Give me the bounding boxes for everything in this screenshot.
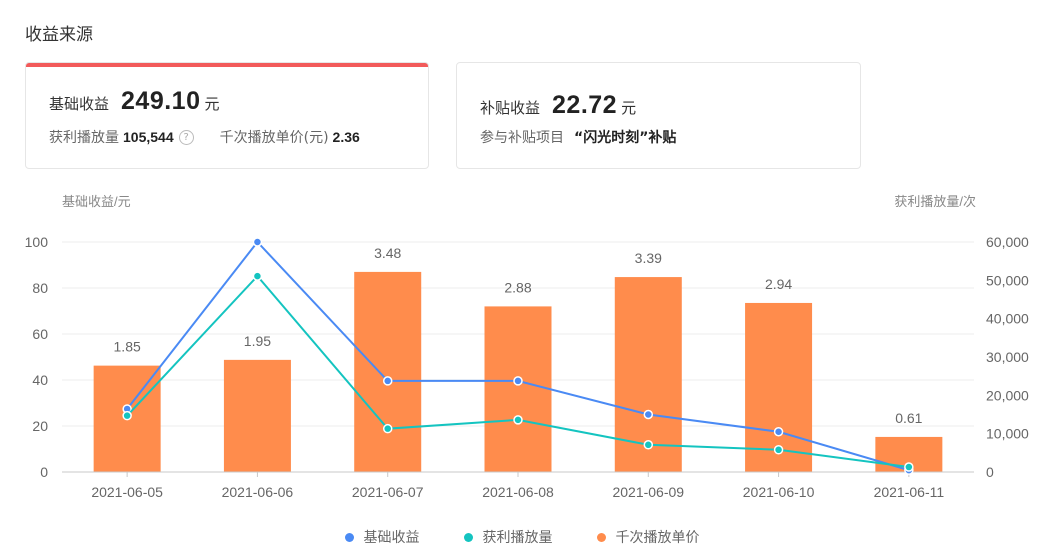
chart-legend: 基础收益 获利播放量 千次播放单价	[0, 527, 1044, 547]
basic-income-amount: 249.10	[121, 87, 201, 115]
bar-value-label: 3.39	[635, 250, 662, 266]
data-point[interactable]	[513, 415, 523, 425]
basic-income-unit: 元	[204, 95, 220, 113]
bar[interactable]	[745, 302, 813, 472]
left-axis-tick: 40	[32, 372, 48, 388]
section-title: 收益来源	[25, 25, 93, 45]
income-chart: 基础收益/元 获利播放量/次 0 20 40 60 80 100 0 10,000 20,000 30…	[25, 194, 1029, 500]
right-axis-tick: 30,000	[986, 349, 1029, 365]
basic-income-card: 基础收益 249.10 元 获利播放量 105,544 ? 千次播放单价(元) …	[25, 62, 429, 169]
bar-value-label: 3.48	[374, 245, 401, 261]
right-axis-tick: 60,000	[986, 234, 1029, 250]
left-axis-tick: 60	[32, 326, 48, 342]
left-axis-tick: 80	[32, 280, 48, 296]
bar-value-label: 2.88	[504, 279, 531, 295]
legend-dot-icon	[344, 532, 354, 542]
right-axis-tick: 10,000	[986, 426, 1029, 442]
left-axis-tick: 0	[40, 464, 48, 480]
x-axis-tick: 2021-06-09	[612, 484, 684, 500]
bar-value-label: 1.85	[114, 339, 141, 355]
data-point[interactable]	[122, 410, 132, 421]
plays-value: 105,544	[123, 129, 174, 145]
x-axis-tick: 2021-06-10	[743, 484, 815, 500]
subsidy-income-unit: 元	[621, 99, 637, 117]
data-point[interactable]	[252, 271, 263, 281]
right-axis-tick: 20,000	[986, 387, 1029, 403]
help-icon[interactable]: ?	[178, 129, 194, 145]
plays-label: 获利播放量	[49, 130, 119, 146]
data-point[interactable]	[643, 409, 654, 420]
data-point[interactable]	[382, 423, 393, 434]
x-axis-tick: 2021-06-05	[91, 484, 163, 500]
legend-item-plays[interactable]: 获利播放量	[463, 527, 553, 547]
subsidy-income-label: 补贴收益	[480, 99, 541, 117]
basic-income-label: 基础收益	[49, 95, 110, 113]
right-axis-tick: 0	[986, 464, 994, 480]
data-point[interactable]	[773, 445, 784, 455]
left-axis-title: 基础收益/元	[62, 194, 131, 209]
x-axis-tick: 2021-06-08	[482, 484, 554, 500]
data-point[interactable]	[252, 237, 263, 247]
subsidy-project-label: 参与补贴项目	[480, 130, 564, 146]
subsidy-income-amount: 22.72	[552, 91, 618, 119]
right-axis-tick: 50,000	[986, 272, 1029, 288]
subsidy-income-card: 补贴收益 22.72 元 参与补贴项目 “闪光时刻”补贴	[456, 62, 861, 169]
data-point[interactable]	[643, 440, 654, 450]
right-axis-tick: 40,000	[986, 311, 1029, 327]
bar-value-label: 1.95	[244, 333, 271, 349]
legend-dot-icon	[596, 532, 606, 542]
left-axis-tick: 100	[25, 234, 49, 250]
bar[interactable]	[484, 306, 552, 472]
x-axis-tick: 2021-06-07	[352, 484, 424, 500]
data-point[interactable]	[382, 376, 393, 386]
x-axis-tick: 2021-06-06	[222, 484, 294, 500]
legend-item-basic-income[interactable]: 基础收益	[344, 527, 420, 547]
subsidy-project-value: “闪光时刻”补贴	[574, 130, 677, 146]
bar-value-label: 2.94	[765, 276, 792, 292]
cpm-value: 2.36	[332, 129, 360, 145]
bar[interactable]	[223, 359, 291, 472]
cpm-label: 千次播放单价(元)	[219, 130, 329, 146]
bar-value-label: 0.61	[895, 410, 922, 426]
data-point[interactable]	[904, 462, 914, 472]
right-axis-title: 获利播放量/次	[894, 194, 976, 209]
data-point[interactable]	[513, 376, 523, 386]
x-axis-tick: 2021-06-11	[874, 484, 945, 500]
bar[interactable]	[354, 271, 422, 472]
card-accent-bar	[26, 63, 428, 67]
left-axis-tick: 20	[32, 418, 48, 434]
legend-dot-icon	[463, 532, 473, 542]
legend-item-cpm[interactable]: 千次播放单价	[596, 527, 700, 547]
data-point[interactable]	[773, 427, 784, 437]
